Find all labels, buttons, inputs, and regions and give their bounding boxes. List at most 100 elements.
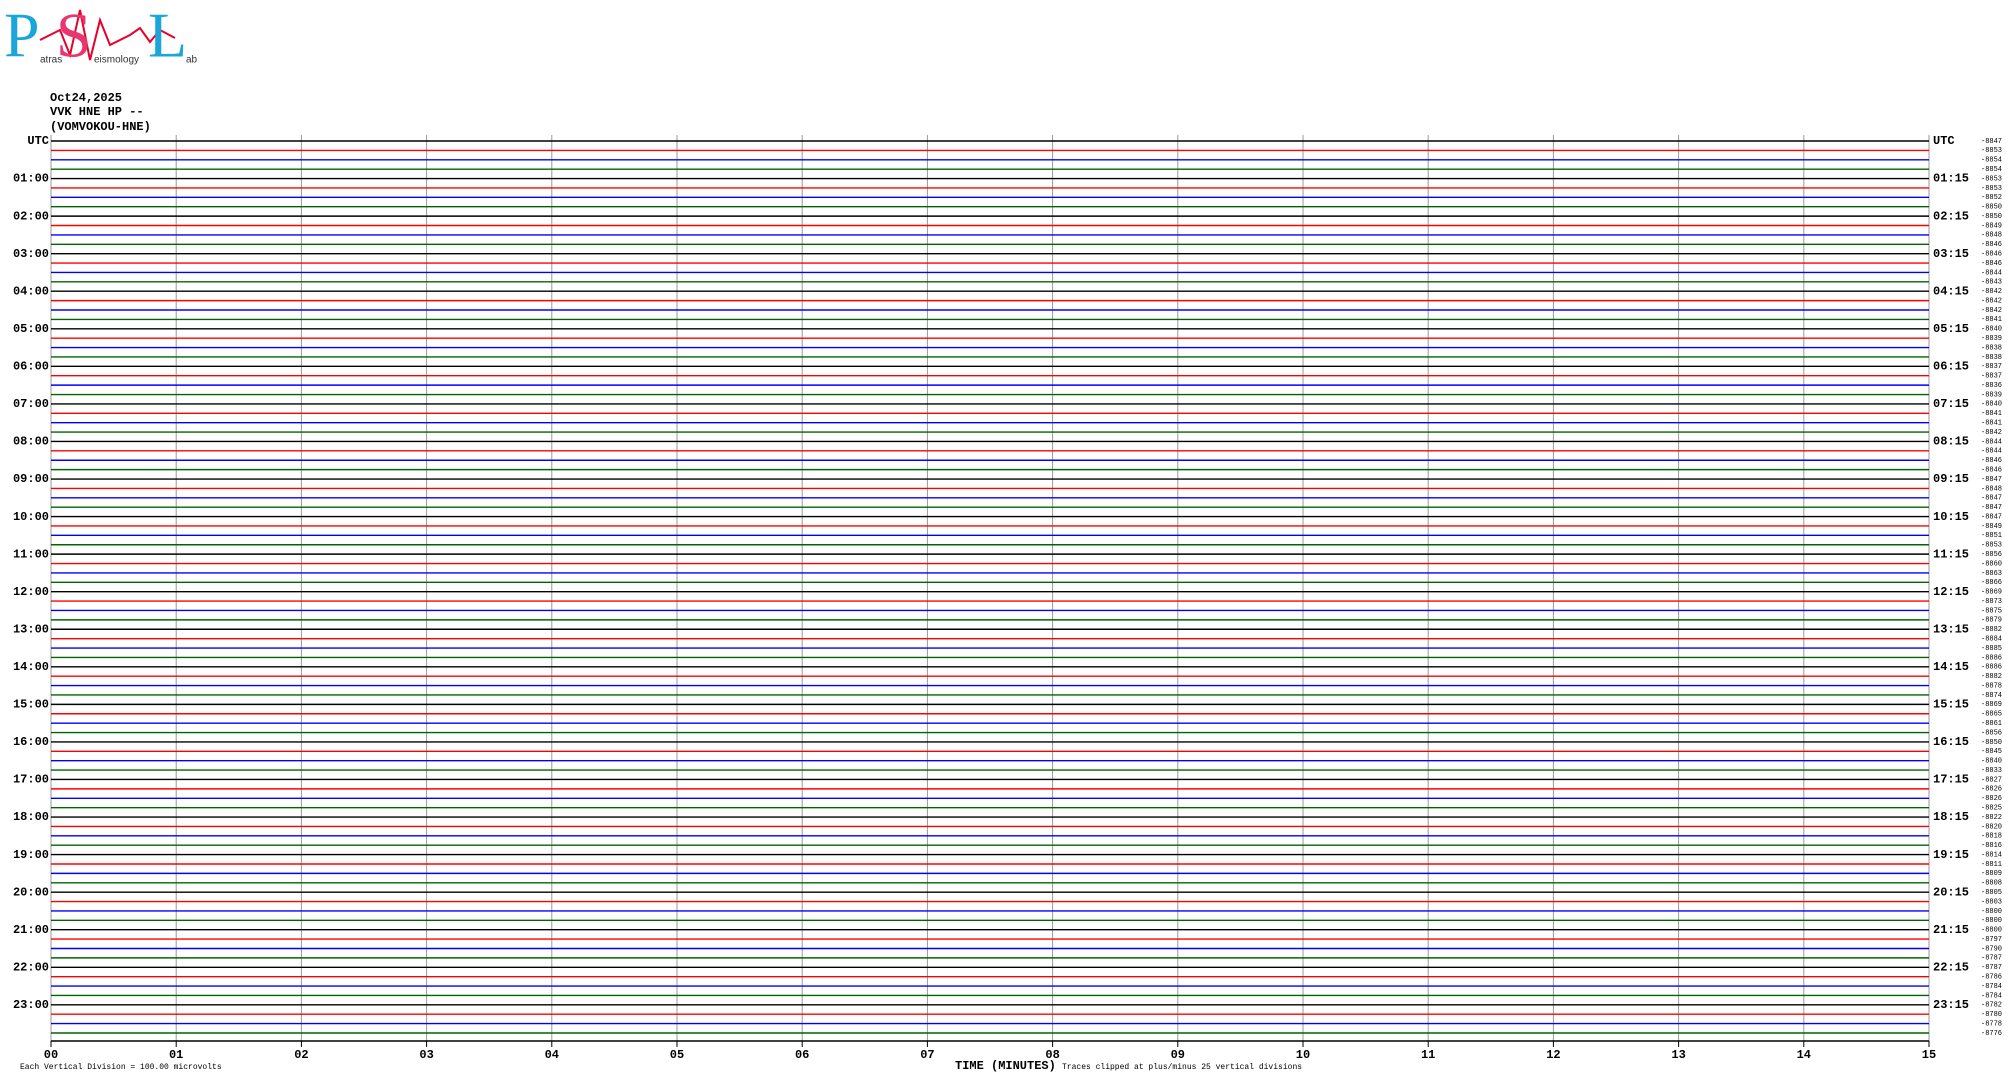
- trace-offset: -8850: [1981, 204, 2002, 212]
- trace-offset: -8847: [1981, 513, 2002, 521]
- trace-offset: -8848: [1981, 485, 2002, 493]
- trace-offset: -8803: [1981, 898, 2002, 906]
- trace-offset: -8869: [1981, 701, 2002, 709]
- trace-offset: -8841: [1981, 420, 2002, 428]
- trace-offset: -8847: [1981, 476, 2002, 484]
- trace-offset: -8874: [1981, 692, 2002, 700]
- trace-offset: -8800: [1981, 908, 2002, 916]
- trace-offset: -8784: [1981, 992, 2002, 1000]
- trace-offset: -8837: [1981, 363, 2002, 371]
- trace-offset: -8861: [1981, 720, 2002, 728]
- trace-offset: -8853: [1981, 185, 2002, 193]
- trace-offset: -8800: [1981, 917, 2002, 925]
- trace-offset: -8825: [1981, 804, 2002, 812]
- right-time-label: 22:15: [1933, 960, 1969, 974]
- trace-offset: -8787: [1981, 955, 2002, 963]
- trace-offset: -8845: [1981, 748, 2002, 756]
- left-time-label: 17:00: [13, 773, 49, 787]
- trace-offset: -8844: [1981, 448, 2002, 456]
- left-time-label: 09:00: [13, 472, 49, 486]
- left-time-label: 15:00: [13, 698, 49, 712]
- right-time-label: 10:15: [1933, 510, 1969, 524]
- trace-offset: -8805: [1981, 889, 2002, 897]
- trace-offset: -8869: [1981, 589, 2002, 597]
- trace-offset: -8842: [1981, 297, 2002, 305]
- left-time-label: 05:00: [13, 322, 49, 336]
- trace-offset: -8776: [1981, 1030, 2002, 1038]
- trace-offset: -8820: [1981, 823, 2002, 831]
- logo-wave: [39, 9, 176, 61]
- right-time-label: 04:15: [1933, 284, 1969, 298]
- left-time-label: 16:00: [13, 735, 49, 749]
- left-time-label: 21:00: [13, 923, 49, 937]
- logo-word: atras: [40, 55, 62, 66]
- left-time-label: 02:00: [13, 209, 49, 223]
- logo-letter: S: [56, 0, 92, 71]
- time-tick-label: 09: [1171, 1048, 1185, 1062]
- trace-offset: -8846: [1981, 241, 2002, 249]
- time-tick-label: 14: [1797, 1048, 1811, 1062]
- time-tick-label: 04: [545, 1048, 559, 1062]
- trace-offset: -8797: [1981, 936, 2002, 944]
- trace-offset: -8850: [1981, 739, 2002, 747]
- trace-offset: -8786: [1981, 974, 2002, 982]
- left-time-label: 23:00: [13, 998, 49, 1012]
- right-time-label: UTC: [1933, 134, 1955, 148]
- trace-offset: -8841: [1981, 410, 2002, 418]
- left-time-label: 06:00: [13, 360, 49, 374]
- trace-offset: -8816: [1981, 842, 2002, 850]
- right-time-label: 09:15: [1933, 472, 1969, 486]
- trace-offset: -8846: [1981, 457, 2002, 465]
- date: Oct24,2025: [50, 91, 122, 105]
- time-tick-label: 08: [1045, 1048, 1059, 1062]
- right-time-label: 15:15: [1933, 698, 1969, 712]
- trace-offset: -8884: [1981, 635, 2002, 643]
- time-tick-label: 02: [294, 1048, 308, 1062]
- trace-offset: -8850: [1981, 213, 2002, 221]
- left-time-label: 14:00: [13, 660, 49, 674]
- trace-offset: -8826: [1981, 795, 2002, 803]
- trace-offset: -8886: [1981, 664, 2002, 672]
- trace-offset: -8837: [1981, 373, 2002, 381]
- left-time-label: 03:00: [13, 247, 49, 261]
- trace-offset: -8846: [1981, 260, 2002, 268]
- logo-letter: P: [4, 0, 40, 71]
- trace-offset: -8853: [1981, 147, 2002, 155]
- right-time-label: 12:15: [1933, 585, 1969, 599]
- trace-offset: -8839: [1981, 335, 2002, 343]
- trace-offset: -8854: [1981, 157, 2002, 165]
- trace-offset: -8849: [1981, 523, 2002, 531]
- trace-offset: -8846: [1981, 251, 2002, 259]
- right-time-label: 02:15: [1933, 209, 1969, 223]
- left-time-label: 07:00: [13, 397, 49, 411]
- trace-offset: -8847: [1981, 138, 2002, 146]
- trace-offset: -8882: [1981, 673, 2002, 681]
- trace-offset: -8875: [1981, 607, 2002, 615]
- trace-offset: -8822: [1981, 814, 2002, 822]
- left-time-label: 10:00: [13, 510, 49, 524]
- time-tick-label: 01: [169, 1048, 183, 1062]
- trace-offset: -8878: [1981, 682, 2002, 690]
- trace-offset: -8885: [1981, 645, 2002, 653]
- trace-offset: -8851: [1981, 532, 2002, 540]
- left-time-label: 13:00: [13, 622, 49, 636]
- left-time-label: 01:00: [13, 172, 49, 186]
- trace-offset: -8866: [1981, 579, 2002, 587]
- left-time-label: 11:00: [13, 547, 49, 561]
- right-time-label: 07:15: [1933, 397, 1969, 411]
- right-time-label: 16:15: [1933, 735, 1969, 749]
- time-tick-label: 07: [920, 1048, 934, 1062]
- trace-offset: -8839: [1981, 391, 2002, 399]
- scale-note: Each Vertical Division = 100.00 microvol…: [20, 1063, 222, 1072]
- time-tick-label: 05: [670, 1048, 684, 1062]
- right-time-label: 06:15: [1933, 360, 1969, 374]
- right-time-label: 05:15: [1933, 322, 1969, 336]
- right-time-label: 17:15: [1933, 773, 1969, 787]
- trace-offset: -8882: [1981, 626, 2002, 634]
- right-time-label: 19:15: [1933, 848, 1969, 862]
- trace-offset: -8811: [1981, 861, 2002, 869]
- right-time-label: 20:15: [1933, 885, 1969, 899]
- trace-offset: -8790: [1981, 945, 2002, 953]
- time-tick-label: 11: [1421, 1048, 1435, 1062]
- logo-word: eismology: [94, 55, 139, 66]
